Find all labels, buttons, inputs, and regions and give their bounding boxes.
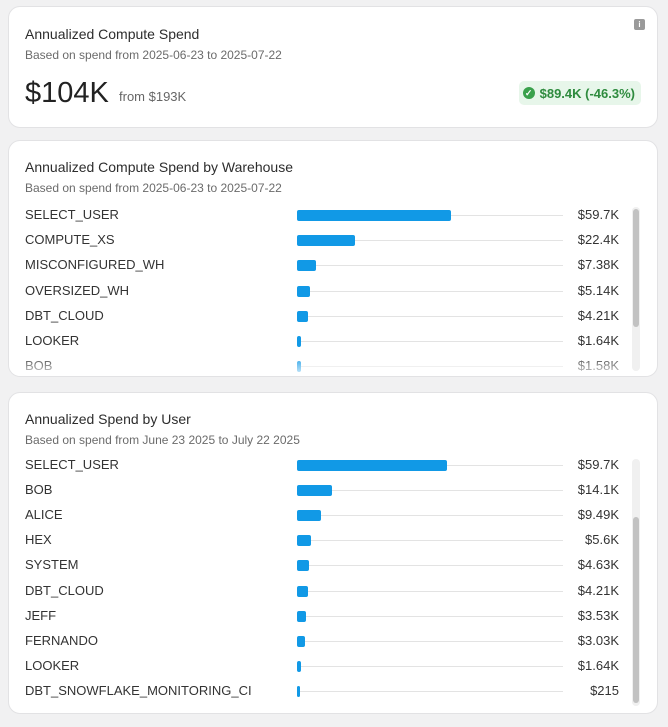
bar-track: [297, 640, 563, 642]
spend-bar: [297, 260, 316, 272]
row-label: FERNANDO: [25, 632, 98, 648]
bar-track: [297, 615, 563, 617]
spend-bar: [297, 585, 308, 597]
bar-track: [297, 490, 563, 492]
scrollbar[interactable]: [632, 207, 640, 371]
bar-track: [297, 265, 563, 267]
bar-track: [297, 590, 563, 592]
bar-track: [297, 341, 563, 342]
row-value: $14.1K: [577, 482, 619, 498]
row-label: SYSTEM: [25, 557, 79, 573]
row-value: $7.38K: [577, 257, 619, 273]
list-item[interactable]: DBT_CLOUD $4.21K: [9, 304, 657, 329]
row-value: $59.7K: [577, 457, 619, 472]
row-value: $3.53K: [577, 607, 619, 623]
info-icon[interactable]: i: [634, 19, 645, 30]
list-item[interactable]: ALICE $9.49K: [9, 503, 657, 528]
spend-bar: [297, 485, 332, 497]
spend-delta-badge: ✓ $89.4K (-46.3%): [518, 81, 641, 105]
row-label: OVERSIZED_WH: [25, 282, 130, 298]
spend-bar: [297, 285, 310, 297]
bar-track: [297, 290, 563, 292]
spend-bar: [297, 660, 301, 672]
list-item[interactable]: MISCONFIGURED_WH $7.38K: [9, 253, 657, 278]
row-label: JEFF: [25, 607, 57, 623]
row-label: ALICE: [25, 507, 63, 523]
spend-bar: [297, 635, 305, 647]
row-label: LOOKER: [25, 333, 80, 348]
bar-track: [297, 240, 563, 242]
spend-bar: [297, 210, 451, 221]
list-item[interactable]: OVERSIZED_WH $5.14K: [9, 279, 657, 304]
row-value: $9.49K: [577, 507, 619, 523]
scroll-fade: [9, 354, 657, 376]
row-value: $59.7K: [577, 207, 619, 222]
scrollbar-thumb[interactable]: [633, 517, 639, 703]
bar-track: [297, 515, 563, 517]
card-subtitle: Based on spend from 2025-06-23 to 2025-0…: [25, 181, 282, 195]
row-label: COMPUTE_XS: [25, 232, 115, 248]
bar-track: [297, 540, 563, 542]
card-title: Annualized Compute Spend: [25, 26, 200, 42]
bar-track: [297, 665, 563, 667]
row-value: $4.21K: [577, 582, 619, 598]
row-label: LOOKER: [25, 657, 80, 673]
row-label: SELECT_USER: [25, 207, 119, 222]
row-value: $5.6K: [585, 532, 619, 548]
spend-bar: [297, 235, 355, 247]
row-label: DBT_CLOUD: [25, 582, 104, 598]
list-item[interactable]: BOB $14.1K: [9, 478, 657, 503]
annualized-compute-spend-card: Annualized Compute Spend Based on spend …: [8, 6, 658, 128]
check-circle-icon: ✓: [522, 87, 535, 99]
scrollbar-thumb[interactable]: [633, 209, 639, 327]
row-value: $4.21K: [577, 307, 619, 323]
row-label: DBT_CLOUD: [25, 307, 104, 323]
list-item[interactable]: FERNANDO $3.03K: [9, 629, 657, 654]
list-item[interactable]: LOOKER $1.64K: [9, 329, 657, 354]
row-label: MISCONFIGURED_WH: [25, 257, 165, 273]
bar-track: [297, 690, 563, 692]
spend-bar: [297, 535, 311, 547]
spend-by-warehouse-card: Annualized Compute Spend by Warehouse Ba…: [8, 140, 658, 377]
spend-by-user-card: Annualized Spend by User Based on spend …: [8, 392, 658, 714]
spend-bar: [297, 685, 300, 697]
list-item[interactable]: COMPUTE_XS $22.4K: [9, 228, 657, 253]
card-title: Annualized Compute Spend by Warehouse: [25, 159, 293, 175]
row-value: $215: [590, 682, 619, 698]
row-value: $5.14K: [577, 282, 619, 298]
spend-bar: [297, 336, 301, 347]
row-label: DBT_SNOWFLAKE_MONITORING_CI: [25, 682, 252, 698]
list-item[interactable]: JEFF $3.53K: [9, 604, 657, 629]
spend-bar: [297, 310, 308, 322]
delta-text: $89.4K (-46.3%): [539, 85, 635, 101]
row-value: $22.4K: [577, 232, 619, 248]
row-value: $1.64K: [577, 333, 619, 348]
list-item[interactable]: SELECT_USER $59.7K: [9, 203, 657, 228]
row-label: SELECT_USER: [25, 457, 119, 472]
list-item[interactable]: LOOKER $1.64K: [9, 654, 657, 679]
spend-bar: [297, 610, 306, 622]
spend-bar: [297, 460, 447, 471]
row-value: $4.63K: [577, 557, 619, 573]
list-item[interactable]: HEX $5.6K: [9, 528, 657, 553]
list-item[interactable]: DBT_SNOWFLAKE_MONITORING_CI $215: [9, 679, 657, 704]
spend-value: $104K: [25, 77, 109, 109]
bar-track: [297, 565, 563, 567]
card-subtitle: Based on spend from 2025-06-23 to 2025-0…: [25, 48, 282, 62]
spend-bar: [297, 510, 321, 522]
scrollbar[interactable]: [632, 459, 640, 706]
previous-spend: from $193K: [119, 89, 187, 104]
list-item[interactable]: DBT_CLOUD $4.21K: [9, 579, 657, 604]
spend-bar: [297, 560, 309, 572]
bar-track: [297, 315, 563, 317]
row-value: $3.03K: [577, 632, 619, 648]
row-label: BOB: [25, 482, 53, 498]
card-subtitle: Based on spend from June 23 2025 to July…: [25, 433, 300, 447]
list-item[interactable]: SELECT_USER $59.7K: [9, 453, 657, 478]
card-title: Annualized Spend by User: [25, 411, 191, 427]
row-label: HEX: [25, 532, 52, 548]
row-value: $1.64K: [577, 657, 619, 673]
list-item[interactable]: SYSTEM $4.63K: [9, 553, 657, 578]
